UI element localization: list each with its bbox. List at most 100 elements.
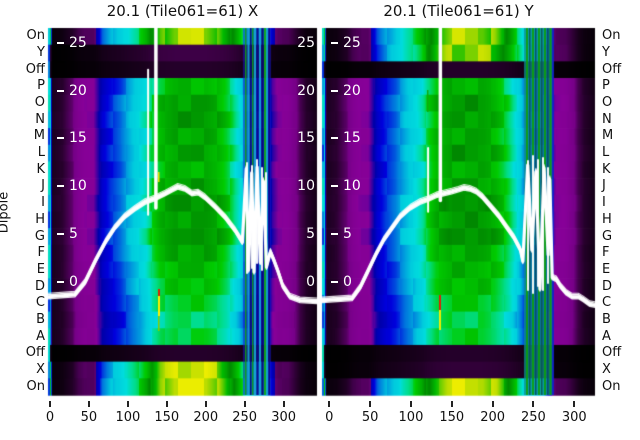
dipole-label-left: L xyxy=(37,145,45,161)
dipole-label-right: M xyxy=(602,128,614,144)
x-tick-label: 0 xyxy=(325,410,334,425)
inner-y-tick-dash xyxy=(57,42,64,44)
x-tick-label: 300 xyxy=(271,410,297,425)
dipole-label-left: E xyxy=(36,261,45,277)
dipole-label-right: J xyxy=(602,178,606,194)
dipole-label-right: G xyxy=(602,228,613,244)
inner-y-tick-dash xyxy=(331,185,338,188)
inner-y-tick-dash xyxy=(331,42,338,44)
dipole-label-right: Y xyxy=(602,45,610,61)
inner-y-tick-dash xyxy=(57,232,64,235)
dipole-label-left: On xyxy=(26,378,45,394)
x-tick-mark xyxy=(243,401,246,407)
dipole-label-left: I xyxy=(41,195,45,211)
dipole-label-right: F xyxy=(602,245,610,261)
dipole-label-right: I xyxy=(602,195,606,211)
x-tick-mark xyxy=(282,401,285,407)
x-tick-label: 50 xyxy=(361,410,379,425)
dipole-label-right: Off xyxy=(602,61,622,77)
inner-y-tick-label: 15 xyxy=(343,130,361,147)
edge-y-tick-label: 25 xyxy=(297,35,315,51)
dipole-label-left: D xyxy=(34,278,45,294)
x-tick-mark xyxy=(491,401,494,407)
inner-y-tick-label: 10 xyxy=(69,178,87,195)
dipole-label-left: B xyxy=(36,311,45,327)
x-tick-label: 200 xyxy=(480,410,506,425)
dipole-label-right: X xyxy=(602,361,611,377)
dipole-label-left: C xyxy=(35,295,45,311)
dipole-label-right: A xyxy=(602,328,611,344)
inner-y-tick-label: 0 xyxy=(69,273,78,290)
x-tick-label: 100 xyxy=(398,410,424,425)
right-plot-title: 20.1 (Tile061=61) Y xyxy=(383,2,534,20)
dipole-label-left: H xyxy=(35,211,45,227)
inner-y-tick-label: 5 xyxy=(343,225,352,242)
dipole-label-left: G xyxy=(34,228,45,244)
dipole-label-right: D xyxy=(602,278,613,294)
x-tick-label: 0 xyxy=(45,410,55,425)
edge-y-tick-label: 15 xyxy=(297,130,315,147)
inner-y-tick-dash xyxy=(331,280,338,283)
inner-y-tick-label: 10 xyxy=(343,178,361,195)
inner-y-tick-dash xyxy=(57,280,64,283)
x-tick-label: 150 xyxy=(154,410,180,425)
x-tick-label: 150 xyxy=(439,410,465,425)
x-tick-mark xyxy=(165,401,168,407)
inner-y-tick-label: 25 xyxy=(69,35,87,51)
dipole-label-left: Off xyxy=(25,345,45,361)
x-tick-label: 100 xyxy=(115,410,141,425)
dipole-label-left: M xyxy=(33,128,45,144)
inner-y-tick-dash xyxy=(331,137,338,140)
dipole-label-left: J xyxy=(41,178,45,194)
inner-y-tick-dash xyxy=(57,185,64,188)
inner-y-tick-label: 0 xyxy=(343,273,352,290)
dipole-label-right: O xyxy=(602,95,613,111)
dipole-label-left: Off xyxy=(25,61,45,77)
inner-y-tick-label: 25 xyxy=(343,35,361,51)
inner-y-tick-dash xyxy=(57,137,64,140)
x-tick-mark xyxy=(87,401,90,407)
x-tick-label: 50 xyxy=(80,410,98,425)
x-tick-mark xyxy=(409,401,412,407)
x-tick-mark xyxy=(328,401,331,407)
x-tick-mark xyxy=(204,401,207,407)
x-tick-label: 200 xyxy=(193,410,219,425)
left-plot-title: 20.1 (Tile061=61) X xyxy=(106,2,259,20)
dipole-label-right: K xyxy=(602,161,611,177)
dipole-label-left: Y xyxy=(37,45,45,61)
dipole-label-left: P xyxy=(37,78,45,94)
inner-y-tick-dash xyxy=(331,89,338,92)
edge-y-tick-label: 10 xyxy=(297,178,315,195)
dipole-label-right: E xyxy=(602,261,611,277)
edge-y-tick-label: 0 xyxy=(306,273,315,290)
edge-y-tick-label: 20 xyxy=(297,82,315,99)
inner-y-tick-label: 15 xyxy=(69,130,87,147)
dipole-label-left: A xyxy=(36,328,45,344)
dipole-label-right: N xyxy=(602,111,612,127)
dipole-label-left: F xyxy=(37,245,45,261)
x-tick-mark xyxy=(369,401,372,407)
x-tick-mark xyxy=(49,401,51,407)
dipole-label-left: On xyxy=(26,28,45,44)
x-tick-label: 300 xyxy=(561,410,587,425)
x-tick-mark xyxy=(532,401,535,407)
inner-y-tick-dash xyxy=(57,89,64,92)
dipole-label-right: H xyxy=(602,211,612,227)
inner-y-tick-label: 20 xyxy=(69,82,87,99)
dipole-label-right: L xyxy=(602,145,610,161)
dipole-label-right: On xyxy=(602,378,621,394)
dipole-label-right: B xyxy=(602,311,611,327)
dipole-label-right: Off xyxy=(602,345,622,361)
inner-y-tick-label: 20 xyxy=(343,82,361,99)
edge-y-tick-label: 5 xyxy=(306,225,315,242)
x-tick-mark xyxy=(450,401,453,407)
inner-y-tick-label: 5 xyxy=(69,225,78,242)
dipole-label-left: X xyxy=(36,361,45,377)
x-tick-label: 250 xyxy=(521,410,546,425)
x-tick-label: 250 xyxy=(232,410,258,425)
dipole-label-right: C xyxy=(602,295,612,311)
dipole-label-left: N xyxy=(35,111,45,127)
dipole-label-left: O xyxy=(34,95,45,111)
